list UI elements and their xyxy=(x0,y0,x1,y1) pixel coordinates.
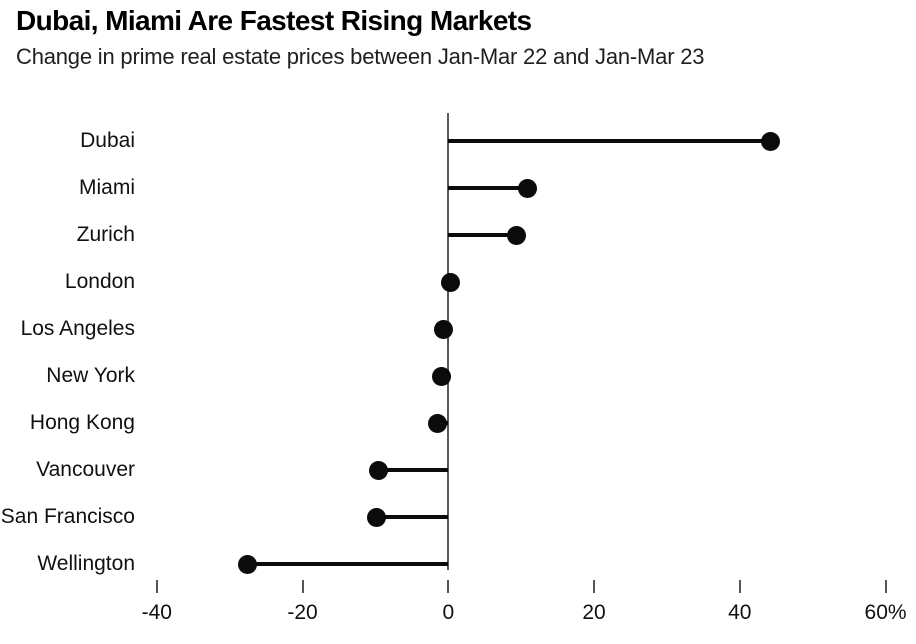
chart-title: Dubai, Miami Are Fastest Rising Markets xyxy=(16,5,532,36)
x-axis-tick-mark xyxy=(155,580,158,593)
lollipop-dot xyxy=(760,131,780,151)
x-axis-tick-label: 0 xyxy=(442,601,455,624)
zero-axis-line xyxy=(447,113,449,570)
lollipop-stem xyxy=(448,233,517,237)
chart-subtitle: Change in prime real estate prices betwe… xyxy=(16,44,705,69)
category-label: San Francisco xyxy=(0,505,135,528)
x-axis-tick-mark xyxy=(447,580,450,593)
category-label: Los Angeles xyxy=(20,317,135,340)
category-label: Zurich xyxy=(76,223,135,246)
x-axis-tick-mark xyxy=(738,580,741,593)
x-axis-tick-mark xyxy=(593,580,596,593)
category-label: Dubai xyxy=(80,129,135,152)
lollipop-dot xyxy=(368,460,388,480)
lollipop-stem xyxy=(448,186,527,190)
lollipop-dot xyxy=(433,319,453,339)
lollipop-dot xyxy=(427,413,447,433)
category-label: Vancouver xyxy=(36,458,135,481)
lollipop-dot xyxy=(431,366,451,386)
lollipop-dot xyxy=(507,225,527,245)
lollipop-stem xyxy=(378,468,449,472)
lollipop-stem xyxy=(448,139,771,143)
lollipop-dot xyxy=(366,507,386,527)
x-axis-tick-label: -40 xyxy=(141,601,172,624)
category-label: London xyxy=(64,270,135,293)
category-label: New York xyxy=(46,364,135,387)
lollipop-dot xyxy=(238,554,258,574)
category-label: Miami xyxy=(79,176,135,199)
lollipop-dot xyxy=(517,178,537,198)
x-axis-tick-mark xyxy=(301,580,304,593)
x-axis-tick-label: 40 xyxy=(728,601,752,624)
x-axis-tick-label: 20 xyxy=(582,601,606,624)
category-label: Hong Kong xyxy=(29,411,135,434)
lollipop-stem xyxy=(247,562,449,566)
x-axis-tick-label: -20 xyxy=(287,601,318,624)
lollipop-stem xyxy=(376,515,449,519)
lollipop-dot xyxy=(440,272,460,292)
category-label: Wellington xyxy=(37,552,135,575)
x-axis-tick-mark xyxy=(884,580,887,593)
x-axis-tick-label: 60% xyxy=(864,601,907,624)
